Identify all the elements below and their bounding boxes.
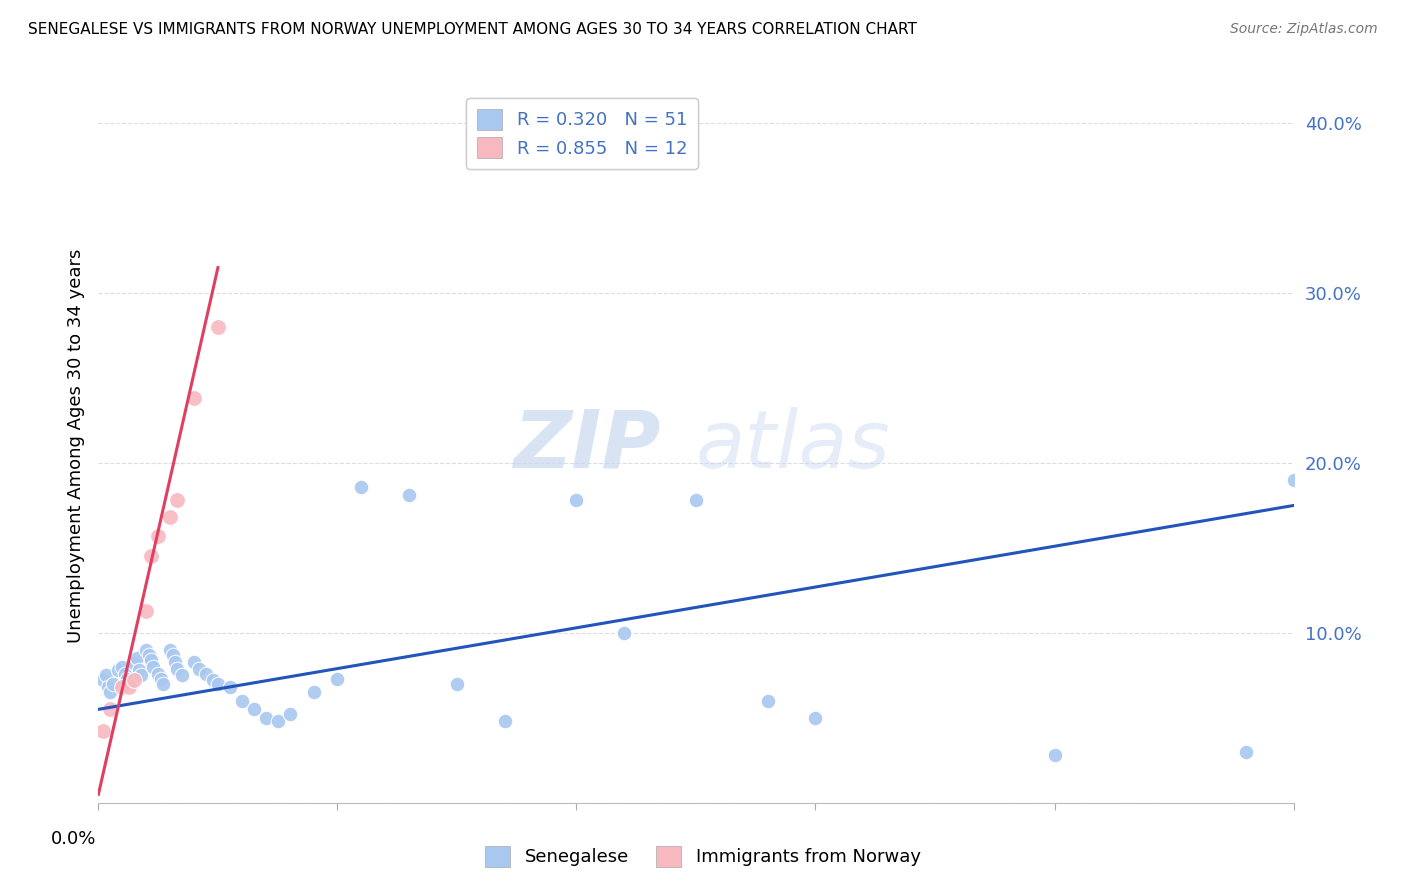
Point [756,694,779,708]
Point [163,655,186,669]
Point [162,648,184,662]
Point [115,672,138,686]
Point [91,724,114,739]
Point [131,668,153,682]
Point [114,666,136,681]
Point [565,493,588,508]
Point [1282,473,1305,487]
Point [202,673,225,688]
Point [254,711,277,725]
Point [118,677,141,691]
Text: ZIP: ZIP [513,407,661,485]
Point [124,673,146,688]
Y-axis label: Unemployment Among Ages 30 to 34 years: Unemployment Among Ages 30 to 34 years [66,249,84,643]
Point [118,680,141,694]
Point [98,702,122,716]
Point [148,529,170,543]
Text: Source: ZipAtlas.com: Source: ZipAtlas.com [1230,22,1378,37]
Point [1234,745,1257,759]
Point [194,666,218,681]
Point [159,510,181,524]
Point [111,660,134,674]
Point [101,677,124,691]
Point [159,643,181,657]
Point [138,648,160,662]
Point [446,677,468,691]
Point [148,666,170,681]
Point [139,653,162,667]
Point [243,702,266,716]
Point [398,488,420,502]
Point [98,685,122,699]
Point [267,714,290,729]
Point [613,626,636,640]
Point [183,655,205,669]
Point [128,663,150,677]
Point [326,672,349,686]
Point [207,320,229,334]
Point [135,643,157,657]
Point [207,677,229,691]
Point [124,657,146,671]
Point [219,680,242,694]
Text: 0.0%: 0.0% [51,830,96,848]
Legend: R = 0.320   N = 51, R = 0.855   N = 12: R = 0.320 N = 51, R = 0.855 N = 12 [465,98,697,169]
Point [94,668,117,682]
Point [142,660,165,674]
Point [97,680,120,694]
Point [1043,748,1066,763]
Point [107,663,129,677]
Point [152,677,174,691]
Point [125,651,148,665]
Point [278,707,301,722]
Point [166,493,188,508]
Point [135,604,157,618]
Point [302,685,325,699]
Point [139,549,162,564]
Point [166,662,188,676]
Point [350,480,373,494]
Point [685,493,707,508]
Point [804,711,827,725]
Point [494,714,516,729]
Point [183,392,205,406]
Point [231,694,253,708]
Legend: Senegalese, Immigrants from Norway: Senegalese, Immigrants from Norway [478,838,928,874]
Point [172,668,194,682]
Point [149,672,172,686]
Point [91,673,114,688]
Point [187,662,209,676]
Text: SENEGALESE VS IMMIGRANTS FROM NORWAY UNEMPLOYMENT AMONG AGES 30 TO 34 YEARS CORR: SENEGALESE VS IMMIGRANTS FROM NORWAY UNE… [28,22,917,37]
Point [111,680,134,694]
Text: atlas: atlas [696,407,891,485]
